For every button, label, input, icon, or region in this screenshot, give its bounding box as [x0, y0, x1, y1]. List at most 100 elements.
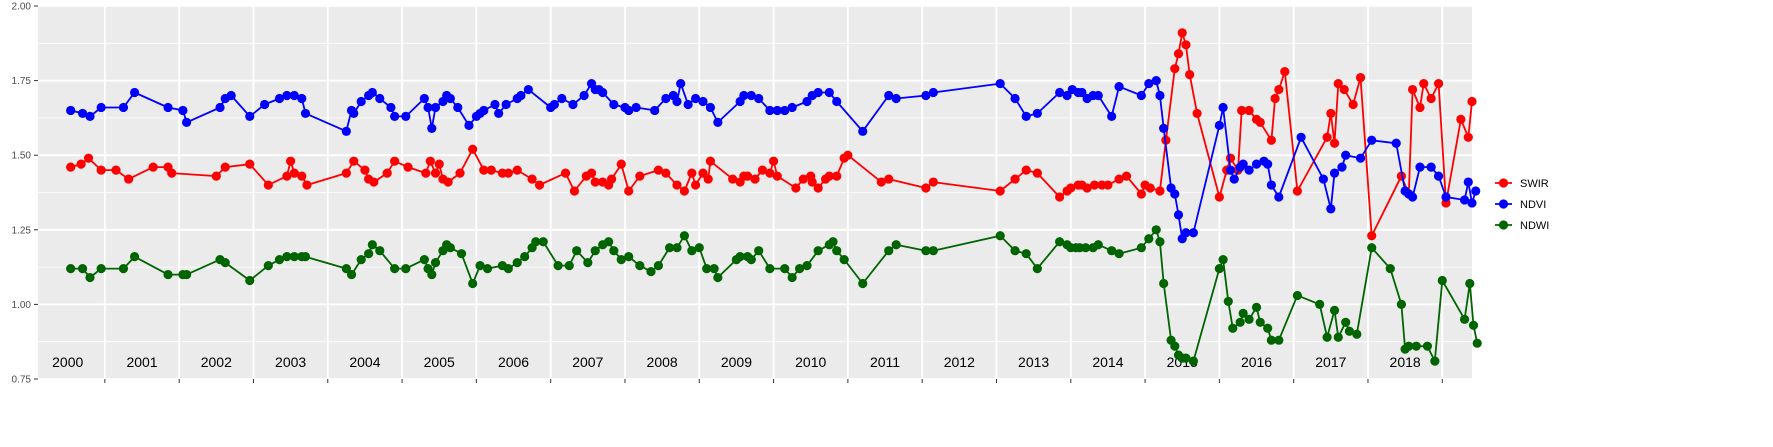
data-point — [1263, 159, 1273, 169]
data-point — [96, 102, 106, 113]
data-point — [653, 261, 664, 271]
data-point — [1181, 40, 1191, 50]
data-point — [891, 93, 901, 104]
data-point — [802, 261, 812, 271]
data-point — [1274, 192, 1284, 202]
data-point — [163, 269, 173, 280]
data-point — [1136, 243, 1146, 253]
data-point — [1280, 67, 1290, 77]
legend-key-marker — [1498, 220, 1509, 230]
data-point — [1266, 180, 1276, 190]
data-point — [356, 96, 366, 107]
data-point — [1093, 90, 1103, 101]
data-point — [995, 78, 1005, 89]
data-point — [346, 269, 357, 280]
data-point — [1459, 195, 1470, 205]
data-point — [572, 246, 582, 256]
data-point — [455, 168, 465, 178]
data-point — [1471, 186, 1481, 196]
data-point — [1333, 78, 1343, 89]
data-point — [995, 231, 1005, 241]
data-point — [1237, 105, 1247, 116]
data-point — [1021, 165, 1031, 175]
data-point — [263, 180, 273, 190]
data-point — [1235, 317, 1245, 327]
data-point — [1185, 70, 1195, 80]
data-point — [1055, 192, 1065, 202]
year-label: 2010 — [795, 354, 826, 370]
data-point — [832, 246, 842, 256]
data-point — [182, 117, 192, 127]
data-point — [289, 252, 299, 262]
data-point — [765, 105, 775, 116]
data-point — [569, 186, 580, 196]
y-tick-label: 1.75 — [12, 76, 32, 87]
data-point — [780, 263, 790, 274]
data-point — [1322, 132, 1332, 142]
data-point — [163, 102, 173, 113]
data-point — [553, 261, 563, 271]
data-point — [832, 96, 842, 107]
data-point — [1341, 317, 1351, 327]
data-point — [118, 102, 129, 113]
data-point — [757, 165, 768, 175]
data-point — [1081, 243, 1091, 253]
data-point — [1136, 90, 1146, 101]
data-point — [1181, 353, 1191, 363]
data-point — [1292, 290, 1302, 301]
legend-key-marker — [1498, 178, 1509, 188]
data-point — [1244, 165, 1254, 175]
data-point — [750, 174, 760, 184]
data-point — [664, 243, 675, 253]
y-tick-label: 1.50 — [12, 151, 32, 162]
data-point — [772, 105, 782, 116]
data-point — [1263, 323, 1273, 333]
data-point — [698, 168, 708, 178]
legend-label: SWIR — [1520, 178, 1549, 190]
data-point — [302, 180, 312, 190]
data-point — [1170, 341, 1180, 351]
data-point — [928, 177, 938, 187]
data-point — [635, 261, 645, 271]
data-point — [1422, 341, 1433, 351]
data-point — [807, 177, 817, 187]
legend-label: NDWI — [1520, 220, 1549, 232]
data-point — [1214, 120, 1224, 130]
data-point — [687, 168, 697, 178]
data-point — [995, 186, 1005, 196]
data-point — [1367, 243, 1377, 253]
data-point — [215, 102, 225, 113]
data-point — [1155, 90, 1165, 101]
data-point — [1341, 150, 1351, 160]
data-point — [1218, 255, 1228, 265]
data-point — [676, 78, 686, 89]
data-point — [891, 240, 901, 250]
data-point — [1032, 168, 1042, 178]
data-point — [802, 96, 812, 107]
data-point — [1433, 171, 1444, 181]
series-group — [66, 28, 1482, 366]
data-point — [1459, 314, 1470, 324]
data-point — [367, 240, 377, 250]
series-ndwi — [66, 225, 1482, 366]
data-point — [1107, 246, 1117, 256]
data-point — [475, 261, 485, 271]
data-point — [1318, 174, 1328, 184]
data-point — [568, 99, 578, 110]
data-point — [1270, 93, 1280, 104]
data-point — [1456, 114, 1466, 124]
data-point — [858, 278, 868, 289]
data-point — [282, 171, 292, 181]
year-label: 2000 — [52, 354, 83, 370]
data-point — [1228, 323, 1238, 333]
data-point — [1355, 153, 1366, 163]
data-point — [579, 90, 589, 101]
data-point — [349, 156, 359, 166]
data-point — [735, 252, 745, 262]
data-point — [787, 102, 797, 113]
data-point — [341, 126, 351, 136]
data-point — [635, 171, 645, 181]
data-point — [1396, 299, 1407, 309]
data-point — [245, 159, 255, 169]
